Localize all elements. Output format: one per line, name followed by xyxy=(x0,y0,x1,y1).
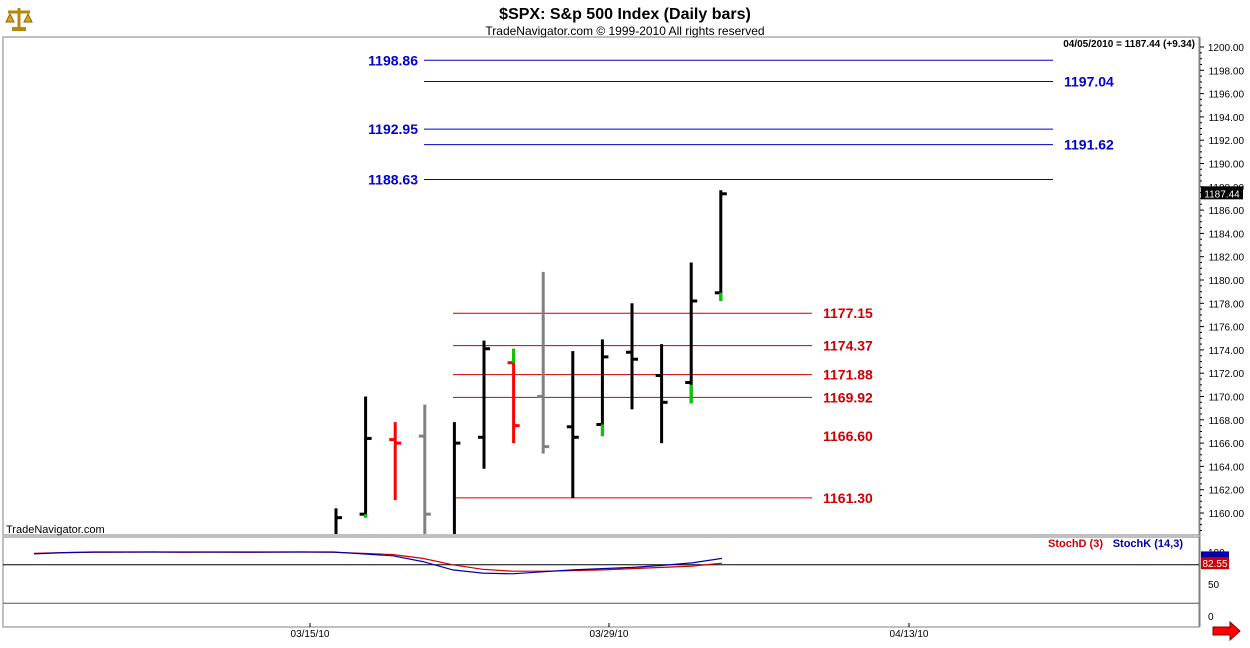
price-axis: 1160.00 1162.00 1164.00 1166.00 1168.00 1170.… xyxy=(1200,43,1245,531)
date-tick-label: 03/29/10 xyxy=(590,629,629,640)
blue-level-label: 1188.63 xyxy=(368,171,418,187)
price-tick-label: 1200.00 xyxy=(1208,43,1245,54)
price-tick-label: 1190.00 xyxy=(1209,160,1245,171)
price-tick-label: 1180.00 xyxy=(1209,276,1245,287)
ohlc-bar xyxy=(685,262,698,404)
ohlc-bars xyxy=(334,190,727,534)
price-panel-frame xyxy=(2,36,1200,536)
ohlc-bar xyxy=(334,508,342,534)
date-tick-label: 04/13/10 xyxy=(890,629,929,640)
red-level-label: 1177.15 xyxy=(823,305,873,321)
red-level-label: 1171.88 xyxy=(823,367,873,383)
price-tick-label: 1166.00 xyxy=(1209,439,1245,450)
last-price-label: 1187.44 xyxy=(1204,189,1240,200)
red-level-label: 1166.60 xyxy=(823,428,873,444)
red-level-label: 1174.37 xyxy=(823,338,873,354)
last-price-box xyxy=(1201,186,1243,200)
stochk-value-box xyxy=(1201,551,1229,559)
ohlc-bar xyxy=(655,344,668,444)
red-level-label: 1169.92 xyxy=(823,389,873,405)
legend-stochd: StochD (3) xyxy=(1048,538,1103,550)
stoch-tick-label: 0 xyxy=(1208,612,1214,623)
copyright-text: TradeNavigator.com © 1999-2010 All right… xyxy=(485,24,764,38)
price-tick-label: 1172.00 xyxy=(1209,369,1245,380)
blue-level-label: 1197.04 xyxy=(1064,73,1114,89)
price-tick-label: 1162.00 xyxy=(1209,486,1245,497)
price-tick-label: 1170.00 xyxy=(1209,393,1245,404)
ohlc-bar xyxy=(537,271,550,454)
blue-level-label: 1191.62 xyxy=(1064,137,1114,153)
price-readout: 04/05/2010 = 1187.44 (+9.34) xyxy=(1063,39,1195,50)
ohlc-bar xyxy=(566,351,579,498)
price-tick-label: 1182.00 xyxy=(1209,253,1245,264)
watermark-text: TradeNavigator.com xyxy=(6,524,105,536)
price-tick-label: 1160.00 xyxy=(1209,509,1245,520)
stoch-tick-label: 50 xyxy=(1208,580,1220,591)
price-tick-label: 1194.00 xyxy=(1209,113,1245,124)
price-tick-label: 1178.00 xyxy=(1209,299,1245,310)
stochastic-lines: 05010082.55 xyxy=(3,548,1229,623)
stochd-value-label: 82.55 xyxy=(1202,559,1227,570)
price-tick-label: 1184.00 xyxy=(1209,229,1245,240)
price-tick-label: 1168.00 xyxy=(1209,416,1245,427)
ohlc-bar xyxy=(507,348,520,444)
blue-level-label: 1198.86 xyxy=(368,52,418,68)
ohlc-bar xyxy=(596,339,609,437)
legend-stochk: StochK (14,3) xyxy=(1113,538,1184,550)
date-tick-label: 03/15/10 xyxy=(291,629,330,640)
price-tick-label: 1198.00 xyxy=(1209,66,1245,77)
ohlc-bar xyxy=(389,422,402,501)
price-tick-label: 1164.00 xyxy=(1209,462,1245,473)
scroll-right-arrow-icon[interactable] xyxy=(1212,620,1241,642)
price-tick-label: 1174.00 xyxy=(1209,346,1245,357)
stochastic-panel-frame xyxy=(2,536,1200,628)
ohlc-bar xyxy=(626,303,638,410)
date-axis: 03/15/10 03/29/10 04/13/10 xyxy=(291,623,929,640)
price-tick-label: 1186.00 xyxy=(1209,206,1245,217)
chart-title: $SPX: S&p 500 Index (Daily bars) xyxy=(499,6,751,23)
ohlc-bar xyxy=(359,396,372,518)
price-tick-label: 1176.00 xyxy=(1209,323,1245,334)
stochk-line xyxy=(33,551,723,575)
ohlc-bar xyxy=(478,340,490,469)
price-tick-label: 1192.00 xyxy=(1209,136,1245,147)
red-level-label: 1161.30 xyxy=(823,490,873,506)
price-tick-label: 1196.00 xyxy=(1209,90,1245,101)
ohlc-bar xyxy=(714,190,727,301)
blue-level-label: 1192.95 xyxy=(368,121,418,137)
ohlc-bar xyxy=(452,422,461,534)
ohlc-bar xyxy=(418,404,431,534)
stochd-value-box xyxy=(1201,557,1229,570)
scales-icon xyxy=(4,4,34,34)
